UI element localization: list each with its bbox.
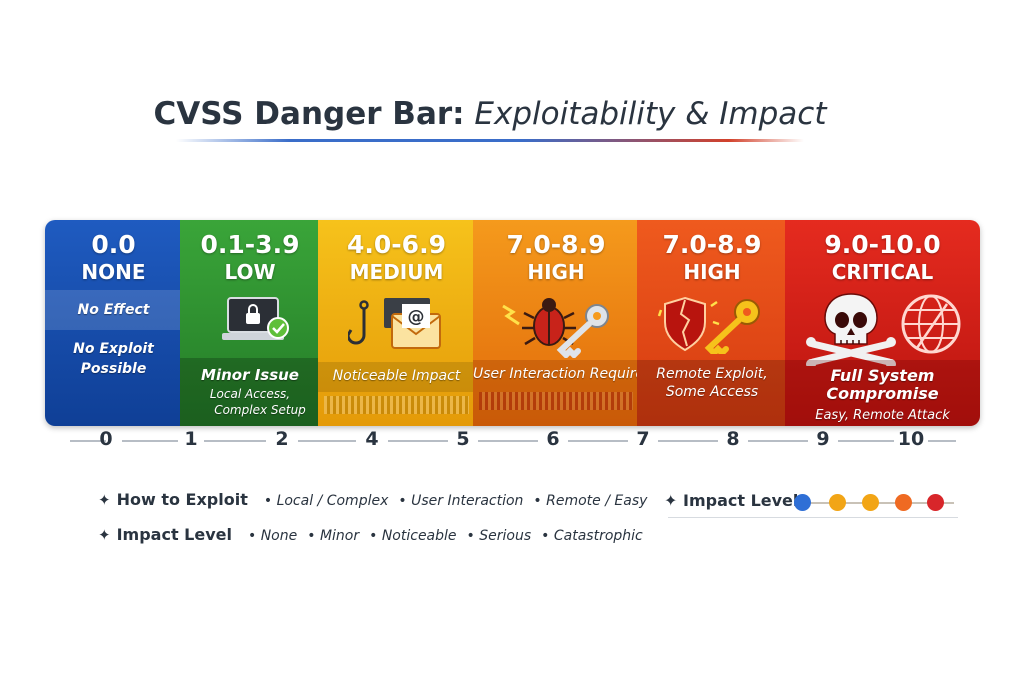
- fishhook-icon: [348, 300, 369, 345]
- segment-none: 0.0 NONE No Effect No Exploit Possible: [45, 220, 182, 426]
- score-axis: 0 1 2 4 5 6 7 8 9 10: [0, 425, 1024, 455]
- broken-shield-icon: [657, 296, 760, 354]
- segment-level: MEDIUM: [349, 260, 444, 284]
- axis-tick: 6: [546, 428, 560, 450]
- axis-tick: 9: [816, 428, 830, 450]
- segment-note-box: [45, 290, 182, 330]
- segment-note: Minor Issue: [201, 366, 299, 384]
- legend-item: Noticeable: [369, 528, 456, 544]
- impact-scale-underline: [668, 517, 958, 518]
- svg-text:@: @: [408, 307, 425, 327]
- segment-high-remote-exploit: 7.0-8.9 HIGH Remote Exploit, Some Access: [637, 220, 787, 426]
- legend-item: Remote / Easy: [533, 493, 647, 509]
- axis-line: [568, 440, 628, 442]
- segment-note: Remote Exploit,: [656, 366, 768, 382]
- glitch-strip: [479, 392, 633, 410]
- axis-tick: 8: [726, 428, 740, 450]
- title-underline: [176, 139, 804, 142]
- padlock-laptop-icon: [222, 297, 289, 340]
- email-icon: @: [384, 298, 441, 349]
- axis-tick: 10: [897, 428, 925, 450]
- legend-item: Minor: [307, 528, 359, 544]
- impact-dot: [895, 494, 912, 511]
- segment-level: NONE: [81, 260, 146, 284]
- segment-note-box: [318, 362, 475, 392]
- axis-line: [748, 440, 808, 442]
- title-sub: Exploitability & Impact: [474, 96, 827, 132]
- legend-impact-level: ✦ Impact Level None Minor Noticeable Serious C…: [98, 525, 653, 544]
- axis-line: [658, 440, 718, 442]
- globe-icon: [901, 294, 961, 354]
- segment-score: 4.0-6.9: [347, 230, 446, 259]
- segment-note: Compromise: [826, 384, 939, 403]
- segment-note: Noticeable Impact: [332, 368, 461, 384]
- axis-tick: 0: [99, 428, 113, 450]
- impact-level-scale: ✦ Impact Level: [664, 489, 964, 519]
- impact-scale-title: Impact Level: [682, 491, 799, 510]
- legend-item: None: [248, 528, 297, 544]
- segment-note: User Interaction Required: [473, 366, 654, 382]
- cvss-danger-bar: 0.0 NONE No Effect No Exploit Possible 0…: [45, 220, 980, 426]
- segment-score: 7.0-8.9: [506, 230, 606, 259]
- axis-tick: 1: [184, 428, 198, 450]
- axis-line: [204, 440, 266, 442]
- segment-note-box: [473, 360, 639, 426]
- segment-note: No Effect: [77, 302, 150, 318]
- legend-item: Catastrophic: [541, 528, 643, 544]
- segment-score: 9.0-10.0: [824, 230, 941, 259]
- axis-tick: 2: [275, 428, 289, 450]
- axis-tick: 7: [636, 428, 650, 450]
- axis-line: [388, 440, 448, 442]
- segment-medium: 4.0-6.9 MEDIUM @ Noticeable Impact: [318, 220, 475, 426]
- segment-note: No Exploit: [73, 341, 154, 357]
- segment-level: HIGH: [527, 260, 585, 284]
- impact-dot: [862, 494, 879, 511]
- segment-note: Local Access,: [209, 387, 291, 401]
- legend-item: Local / Complex: [264, 493, 389, 509]
- legend-label: How to Exploit: [116, 490, 248, 509]
- impact-dot: [927, 494, 944, 511]
- legend-how-to-exploit: ✦ How to Exploit Local / Complex User Inter…: [98, 490, 657, 509]
- impact-scale-label: ✦ Impact Level: [664, 491, 798, 510]
- axis-tick: 4: [365, 428, 379, 450]
- skull-crossbones-icon: [806, 293, 896, 366]
- segment-note-box: [637, 360, 787, 426]
- segment-level: HIGH: [683, 260, 741, 284]
- segment-low: 0.1-3.9 LOW Minor Issue Local Access, Co…: [180, 220, 320, 426]
- legend-label: Impact Level: [116, 525, 232, 544]
- segment-note-box: [180, 358, 320, 426]
- axis-line: [70, 440, 106, 442]
- title-main: CVSS Danger Bar:: [153, 96, 465, 132]
- axis-tick: 5: [456, 428, 470, 450]
- glitch-strip: [324, 396, 469, 414]
- axis-line: [928, 440, 956, 442]
- segment-note: Easy, Remote Attack: [815, 408, 950, 423]
- segment-note: Full System: [830, 366, 935, 385]
- segment-score: 0.0: [91, 230, 136, 259]
- axis-line: [122, 440, 178, 442]
- sparkle-icon: ✦: [98, 526, 111, 544]
- impact-dot: [794, 494, 811, 511]
- axis-line: [838, 440, 894, 442]
- segment-level: LOW: [224, 260, 276, 284]
- sparkle-icon: ✦: [98, 491, 111, 509]
- page-title: CVSS Danger Bar: Exploitability & Impact: [0, 96, 980, 132]
- segment-critical: 9.0-10.0 CRITICAL Full System Compromise…: [785, 220, 980, 426]
- segment-note: Possible: [80, 361, 147, 377]
- segment-level: CRITICAL: [831, 260, 934, 284]
- axis-line: [298, 440, 356, 442]
- legend-item: User Interaction: [398, 493, 523, 509]
- segment-score: 7.0-8.9: [662, 230, 762, 259]
- segment-score: 0.1-3.9: [200, 230, 300, 259]
- sparkle-icon: ✦: [664, 491, 683, 510]
- legend-item: Serious: [467, 528, 532, 544]
- segment-note-box: [785, 360, 980, 426]
- segment-note: Complex Setup: [214, 403, 306, 417]
- segment-note: Some Access: [665, 384, 759, 400]
- impact-dot: [829, 494, 846, 511]
- bug-icon: [502, 298, 609, 358]
- segment-high-user-interaction: 7.0-8.9 HIGH User Interaction Required: [473, 220, 654, 426]
- axis-line: [478, 440, 538, 442]
